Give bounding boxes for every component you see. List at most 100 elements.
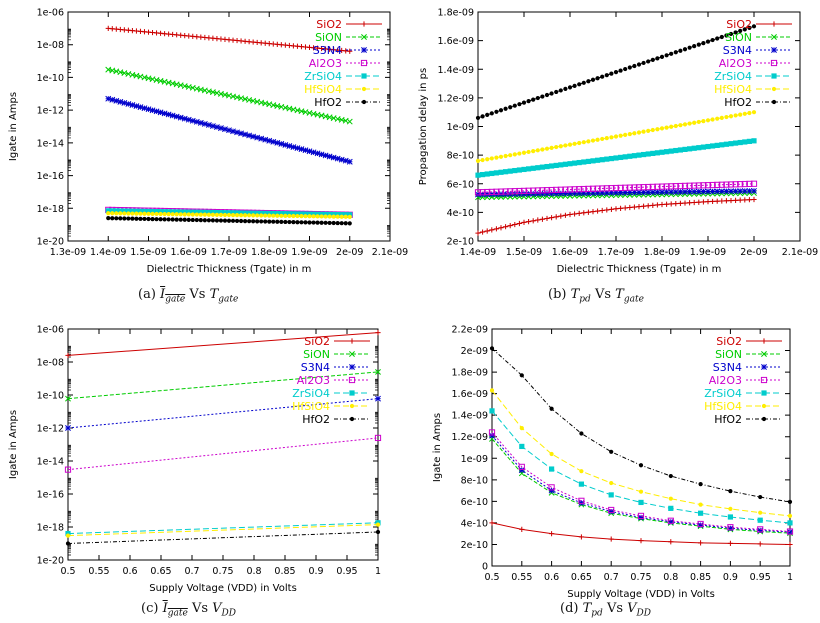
data-point (589, 185, 597, 192)
data-point (668, 189, 675, 195)
data-point (719, 198, 725, 204)
legend-marker (771, 99, 777, 105)
series-line (491, 432, 791, 533)
x-tick-label: 0.6 (122, 566, 137, 577)
data-point (347, 48, 353, 54)
data-point (214, 210, 220, 216)
y-tick-label: 2e-10 (461, 540, 488, 551)
series-sio2 (105, 25, 353, 54)
data-point (475, 172, 481, 178)
data-point (530, 193, 537, 200)
data-point (715, 36, 720, 41)
data-point (493, 188, 500, 195)
data-point (283, 213, 288, 218)
x-tick-label: 0.85 (274, 566, 295, 577)
data-point (267, 213, 272, 218)
legend-marker (349, 364, 355, 370)
data-point (302, 211, 309, 217)
data-point (632, 131, 637, 136)
data-point (480, 157, 485, 163)
data-point (577, 82, 582, 87)
data-point (186, 212, 191, 217)
y-tick-label: 1e-18 (37, 204, 64, 215)
data-point (692, 120, 697, 125)
data-point (126, 211, 131, 216)
data-point (535, 217, 541, 223)
data-point (733, 140, 739, 146)
x-tick-label: 0.75 (212, 566, 233, 577)
data-point (723, 141, 729, 147)
data-point (525, 187, 532, 194)
series-s3n4 (105, 95, 353, 165)
y-tick-label: 1.4e-09 (452, 411, 488, 422)
data-point (663, 183, 670, 190)
data-point (512, 103, 517, 108)
data-point (728, 114, 734, 119)
caption-a: (a) Igate Vs Tgate (138, 287, 239, 305)
data-point (275, 219, 280, 224)
series-hfsio4 (475, 110, 757, 163)
legend-label: Al2O3 (719, 57, 752, 70)
data-point (118, 211, 123, 216)
x-tick-label: 0.9 (308, 566, 323, 577)
data-point (646, 59, 651, 64)
data-point (590, 77, 596, 82)
data-point (758, 494, 763, 500)
data-point (655, 127, 660, 132)
y-tick-label: 1e-12 (37, 424, 64, 435)
data-point (548, 190, 555, 197)
data-point (549, 451, 554, 457)
data-point (710, 37, 715, 43)
y-tick-label: 1.2e-09 (438, 93, 474, 104)
y-axis-label: Igate in Amps (8, 92, 19, 161)
data-point (719, 115, 724, 120)
y-tick-label: 6e-10 (461, 497, 488, 508)
data-point (695, 188, 702, 195)
data-point (489, 227, 495, 233)
legend-label: S3N4 (313, 44, 342, 57)
data-point (475, 230, 481, 236)
data-point (677, 182, 684, 190)
data-point (576, 159, 582, 166)
data-point (548, 193, 555, 200)
data-point (686, 182, 693, 189)
data-point (585, 209, 591, 215)
data-point (786, 528, 794, 535)
data-point (742, 197, 748, 203)
data-point (517, 102, 522, 107)
y-tick-label: 1e-09 (447, 122, 474, 133)
data-point (692, 44, 697, 49)
x-tick-label: 1.9e-09 (291, 247, 327, 258)
data-point (678, 48, 683, 53)
data-point (733, 197, 739, 203)
data-point (519, 426, 524, 431)
data-point (222, 212, 228, 218)
data-point (169, 112, 176, 119)
data-point (719, 142, 725, 148)
data-point (750, 180, 758, 187)
legend-marker (349, 338, 355, 344)
data-point (374, 434, 382, 442)
legend-marker (761, 416, 767, 422)
data-point (787, 541, 793, 548)
data-point (641, 129, 646, 134)
data-point (311, 220, 316, 225)
data-point (65, 395, 71, 402)
data-point (727, 524, 734, 531)
data-point (226, 212, 232, 218)
data-point (521, 150, 527, 155)
data-point (138, 211, 143, 216)
data-point (298, 146, 305, 153)
data-point (654, 183, 661, 190)
data-point (474, 189, 482, 196)
data-point (567, 192, 573, 199)
legend-marker (761, 338, 767, 344)
data-point (262, 136, 269, 143)
series-line (491, 390, 791, 517)
data-point (209, 123, 216, 129)
data-point (346, 118, 353, 125)
data-point (190, 212, 195, 217)
data-point (110, 216, 115, 221)
